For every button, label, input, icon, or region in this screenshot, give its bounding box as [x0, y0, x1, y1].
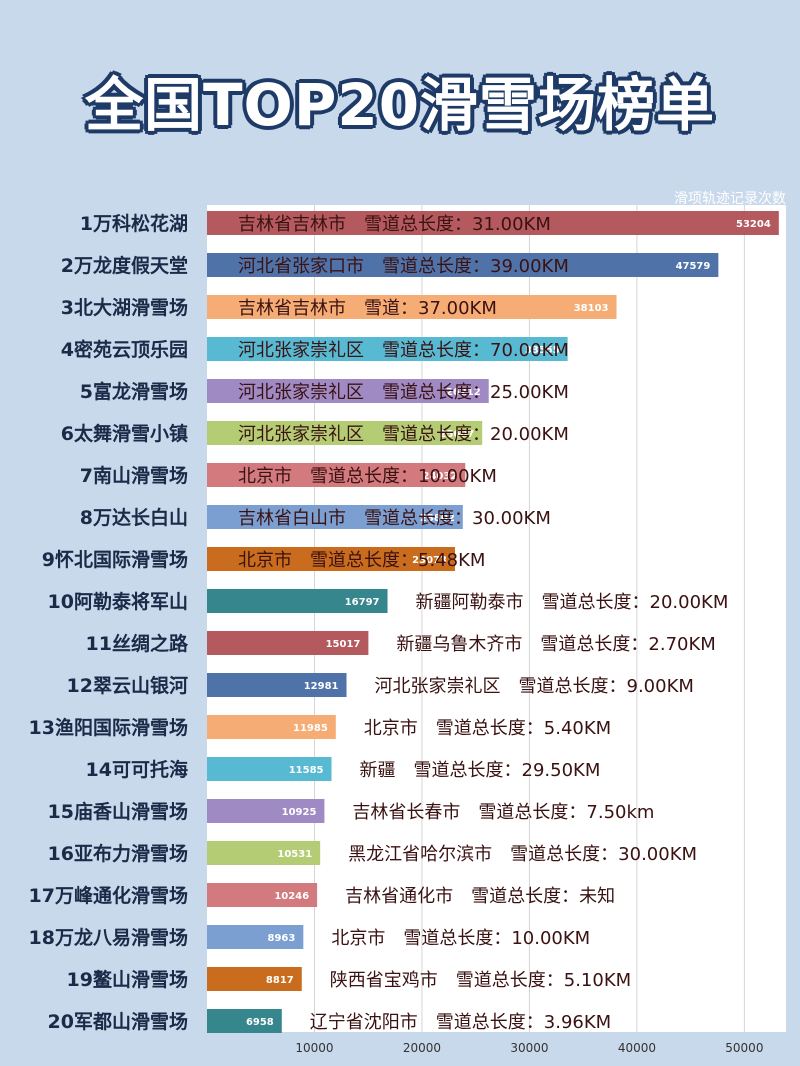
category-label: 15庙香山滑雪场 — [48, 800, 188, 823]
value-label: 10531 — [277, 849, 312, 860]
value-label: 15017 — [326, 639, 361, 650]
legend-label: 滑项轨迹记录次数 — [674, 191, 786, 207]
annotation-label: 北京市 雪道总长度：10.00KM — [238, 466, 497, 487]
bar — [207, 211, 779, 235]
category-label: 14可可托海 — [86, 758, 188, 781]
annotation-label: 吉林省长春市 雪道总长度：7.50km — [352, 802, 654, 823]
annotation-label: 北京市 雪道总长度：5.48KM — [238, 550, 485, 571]
x-tick-label: 30000 — [510, 1041, 548, 1055]
category-label: 13渔阳国际滑雪场 — [29, 716, 188, 739]
annotation-label: 河北张家崇礼区 雪道总长度：25.00KM — [238, 382, 569, 403]
x-tick-label: 10000 — [295, 1041, 333, 1055]
value-label: 8817 — [266, 975, 294, 986]
value-label: 23073 — [412, 555, 447, 566]
bar — [207, 841, 321, 865]
annotation-label: 吉林省通化市 雪道总长度：未知 — [345, 886, 615, 907]
annotation-label: 河北张家崇礼区 雪道总长度：9.00KM — [375, 676, 694, 697]
annotation-label: 陕西省宝鸡市 雪道总长度：5.10KM — [330, 970, 631, 991]
bar — [207, 967, 302, 991]
annotation-label: 吉林省吉林市 雪道：37.00KM — [238, 298, 497, 319]
category-label: 7南山滑雪场 — [80, 465, 188, 487]
category-label: 8万达长白山 — [80, 506, 188, 529]
chart-title: 全国TOP20滑雪场榜单 — [84, 71, 716, 139]
category-label: 1万科松花湖 — [80, 212, 188, 235]
category-label: 17万峰通化滑雪场 — [29, 884, 188, 907]
annotation-label: 辽宁省沈阳市 雪道总长度：3.96KM — [310, 1012, 611, 1033]
bar — [207, 379, 489, 403]
category-label: 11丝绸之路 — [86, 632, 189, 655]
annotation-label: 吉林省吉林市 雪道总长度：31.00KM — [238, 214, 551, 235]
category-label: 16亚布力滑雪场 — [48, 842, 188, 865]
annotation-label: 河北张家崇礼区 雪道总长度：70.00KM — [238, 340, 569, 361]
category-label: 9怀北国际滑雪场 — [42, 548, 188, 571]
value-label: 8963 — [267, 933, 295, 944]
category-label: 3北大湖滑雪场 — [61, 296, 188, 319]
category-label: 19鳌山滑雪场 — [67, 968, 188, 991]
value-label: 24032 — [422, 471, 457, 482]
value-label: 53204 — [736, 219, 771, 230]
bar — [207, 463, 466, 487]
bar — [207, 925, 304, 949]
category-label: 4密苑云顶乐园 — [61, 338, 188, 361]
category-label: 10阿勒泰将军山 — [48, 590, 188, 613]
annotation-label: 新疆乌鲁木齐市 雪道总长度：2.70KM — [396, 634, 715, 655]
value-label: 26212 — [446, 387, 481, 398]
x-tick-label: 50000 — [725, 1041, 763, 1055]
bar — [207, 1009, 282, 1033]
value-label: 16797 — [345, 597, 380, 608]
category-label: 12翠云山银河 — [67, 674, 188, 697]
annotation-label: 新疆 雪道总长度：29.50KM — [360, 760, 601, 781]
bar — [207, 505, 463, 529]
x-tick-label: 40000 — [618, 1041, 656, 1055]
value-label: 47579 — [676, 261, 711, 272]
annotation-label: 北京市 雪道总长度：10.00KM — [331, 928, 590, 949]
category-label: 20军都山滑雪场 — [48, 1011, 188, 1033]
bar — [207, 757, 332, 781]
bar — [207, 421, 483, 445]
value-label: 23802 — [420, 513, 455, 524]
bar — [207, 883, 318, 907]
bar — [207, 715, 336, 739]
annotation-label: 吉林省白山市 雪道总长度：30.00KM — [238, 508, 551, 529]
bar — [207, 547, 455, 571]
value-label: 33555 — [525, 345, 560, 356]
bar — [207, 589, 388, 613]
value-label: 38103 — [574, 303, 609, 314]
value-label: 11585 — [289, 765, 324, 776]
value-label: 10925 — [282, 807, 317, 818]
annotation-label: 黑龙江省哈尔滨市 雪道总长度：30.00KM — [348, 844, 697, 865]
bar — [207, 295, 617, 319]
bar — [207, 799, 325, 823]
category-label: 2万龙度假天堂 — [61, 254, 188, 277]
category-label: 5富龙滑雪场 — [80, 380, 188, 403]
value-label: 12981 — [304, 681, 339, 692]
plot-area — [207, 205, 786, 1032]
annotation-label: 河北张家崇礼区 雪道总长度：20.00KM — [238, 424, 569, 445]
bar — [207, 337, 568, 361]
value-label: 11985 — [293, 723, 328, 734]
annotation-label: 北京市 雪道总长度：5.40KM — [364, 718, 611, 739]
bar — [207, 673, 347, 697]
value-label: 10246 — [274, 891, 309, 902]
annotation-label: 新疆阿勒泰市 雪道总长度：20.00KM — [416, 592, 729, 613]
value-label: 25607 — [439, 429, 474, 440]
x-tick-label: 20000 — [403, 1041, 441, 1055]
bar — [207, 253, 719, 277]
bar — [207, 631, 369, 655]
category-label: 6太舞滑雪小镇 — [61, 422, 188, 445]
value-label: 6958 — [246, 1017, 274, 1028]
annotation-label: 河北省张家口市 雪道总长度：39.00KM — [238, 256, 569, 277]
category-label: 18万龙八易滑雪场 — [29, 926, 188, 949]
